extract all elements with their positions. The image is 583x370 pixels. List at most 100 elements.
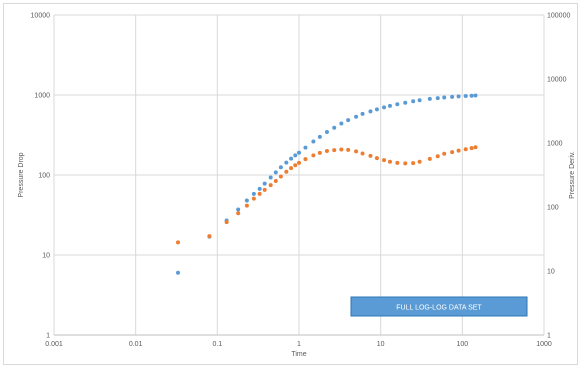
data-point [387,159,392,164]
data-point [293,153,298,158]
data-point [332,148,337,153]
data-point [236,211,241,216]
y2-tick-label: 1 [547,333,551,340]
y2-tick-label: 100000 [547,13,570,20]
data-series [176,93,478,275]
data-point [382,105,387,110]
data-point [339,147,344,152]
data-point [303,157,308,162]
y2-tick-label: 1000 [547,141,563,148]
pressure-drop-series [176,93,478,275]
data-point [374,107,379,112]
y-tick-label: 100 [38,173,50,180]
data-point [403,161,408,166]
data-point [297,150,301,155]
x-axis-label: Time [291,351,306,358]
y2-axis-label: Pressure Deriv. [569,151,576,199]
data-point [374,156,379,161]
data-point [368,109,373,114]
data-point [360,151,365,156]
data-point [224,220,229,225]
data-point [463,94,468,99]
data-point [469,93,474,98]
data-point [303,145,308,150]
data-point [278,165,283,170]
data-point [251,196,256,201]
y-axis-label: Pressure Drop [18,152,25,197]
x-tick-label: 1000 [536,341,552,348]
data-point [317,150,322,155]
data-point [456,148,461,153]
data-point [442,95,447,100]
data-point [289,156,294,161]
data-point [268,175,273,180]
data-point [395,160,400,165]
data-point [207,234,212,239]
data-point [273,170,278,175]
pressure-derivative-series [176,145,478,245]
data-point [456,94,461,99]
data-point [435,154,440,159]
data-point [297,160,301,165]
y-tick-label: 10000 [31,13,51,20]
data-point [469,146,474,151]
data-point [251,191,256,196]
data-point [435,96,440,101]
data-point [244,198,249,203]
data-point [427,156,432,161]
x-tick-label: 0.1 [212,341,222,348]
data-point [368,153,373,158]
x-tick-label: 1 [297,341,301,348]
data-point [403,100,408,105]
data-point [473,145,478,150]
data-point [244,203,249,208]
data-point [382,158,387,163]
data-point [257,191,262,196]
annotation-badge: FULL LOG-LOG DATA SET [350,296,528,317]
y2-tick-label: 100 [547,205,559,212]
axes: 0.001 0.01 0.1 1 10 100 1000110100100010000110… [31,13,571,349]
data-point [442,151,447,156]
data-point [268,183,273,188]
data-point [417,98,422,103]
data-point [324,129,329,134]
x-tick-label: 0.001 [45,341,63,348]
data-point [346,118,351,123]
data-point [278,174,283,179]
y2-tick-label: 10000 [547,77,567,84]
data-point [257,186,262,191]
data-point [417,159,422,164]
y2-tick-label: 10 [547,269,555,276]
chart-frame: 0.001 0.01 0.1 1 10 100 1000 1 10 100 1000 10000 1 10… [3,3,578,365]
x-tick-label: 0.01 [129,341,143,348]
data-point [176,240,181,245]
data-point [450,150,455,155]
data-point [450,94,455,99]
data-point [284,169,289,174]
data-point [411,99,416,104]
data-point [236,207,241,212]
data-point [395,102,400,107]
data-point [354,149,359,154]
data-point [262,181,267,186]
data-point [387,103,392,108]
data-point [317,134,322,139]
annotation-box [350,296,528,317]
x-tick-label: 10 [377,341,385,348]
data-point [293,163,298,168]
x-tick-label: 100 [456,341,468,348]
data-point [473,93,478,98]
data-point [332,125,337,130]
data-point [339,121,344,126]
gridlines [53,14,545,336]
annotation-text: FULL LOG-LOG DATA SET [396,305,482,312]
data-point [354,114,359,119]
log-log-chart: 0.001 0.01 0.1 1 10 100 1000110100100010000110… [18,13,576,359]
data-point [289,166,294,171]
data-point [284,160,289,165]
y-tick-label: 10 [42,253,50,260]
data-point [346,147,351,152]
data-point [324,148,329,153]
data-point [360,111,365,116]
data-point [427,96,432,101]
